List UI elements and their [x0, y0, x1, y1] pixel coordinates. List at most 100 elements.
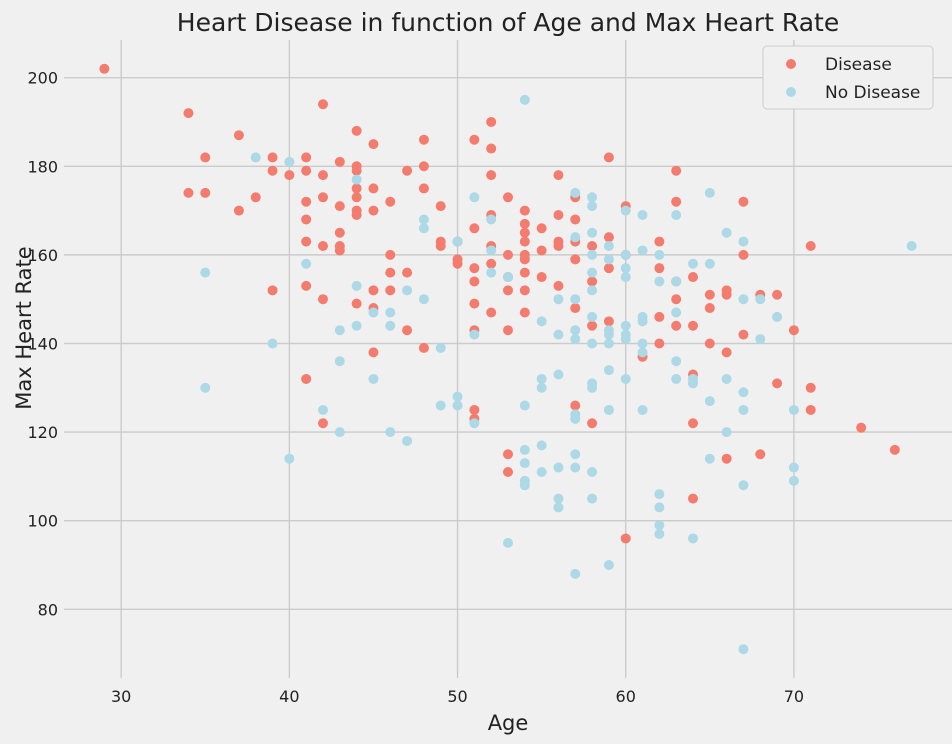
data-point — [553, 329, 564, 340]
data-point — [402, 267, 413, 278]
data-point — [486, 116, 497, 127]
data-point — [788, 475, 799, 486]
data-point — [620, 249, 631, 260]
data-point — [721, 373, 732, 384]
data-point — [418, 223, 429, 234]
data-point — [250, 192, 261, 203]
data-point — [469, 276, 480, 287]
data-point — [318, 418, 328, 429]
data-point — [536, 373, 547, 384]
data-point — [587, 320, 598, 331]
data-point — [553, 369, 564, 380]
y-tick-label: 140 — [27, 334, 58, 353]
data-point — [469, 223, 480, 234]
data-point — [654, 520, 665, 531]
data-point — [435, 400, 446, 411]
data-point — [721, 289, 732, 300]
data-point — [250, 152, 261, 163]
data-point — [519, 94, 530, 105]
data-point — [654, 489, 665, 500]
data-point — [486, 214, 497, 225]
data-point — [637, 338, 648, 349]
data-point — [704, 453, 715, 464]
y-axis-label: Max Heart Rate — [12, 246, 36, 409]
y-tick-label: 200 — [27, 69, 58, 88]
data-point — [570, 303, 581, 314]
data-point — [351, 125, 362, 136]
series-disease — [99, 63, 900, 544]
data-point — [267, 152, 278, 163]
data-point — [418, 294, 429, 305]
data-point — [368, 183, 379, 194]
data-point — [603, 152, 614, 163]
data-point — [603, 263, 614, 274]
data-point — [385, 320, 396, 331]
data-point — [351, 174, 362, 185]
data-point — [318, 241, 328, 252]
data-point — [284, 156, 295, 167]
data-point — [452, 400, 463, 411]
data-point — [334, 245, 345, 256]
data-point — [469, 418, 480, 429]
y-tick-label: 100 — [27, 512, 58, 531]
data-point — [620, 533, 631, 544]
data-point — [788, 462, 799, 473]
data-point — [654, 249, 665, 260]
data-point — [351, 192, 362, 203]
data-point — [587, 311, 598, 322]
data-point — [519, 236, 530, 247]
data-point — [418, 183, 429, 194]
data-point — [553, 241, 564, 252]
data-point — [755, 334, 766, 345]
data-point — [688, 493, 698, 504]
data-point — [503, 466, 513, 477]
data-point — [318, 404, 328, 415]
legend-label: Disease — [825, 55, 892, 75]
data-point — [671, 276, 682, 287]
data-point — [452, 391, 463, 402]
data-point — [486, 258, 497, 269]
data-point — [486, 307, 497, 318]
data-point — [318, 192, 328, 203]
data-point — [805, 382, 816, 393]
data-point — [452, 236, 463, 247]
data-point — [603, 316, 614, 327]
data-point — [469, 329, 480, 340]
grid-lines — [64, 40, 952, 678]
data-point — [200, 187, 211, 198]
data-point — [570, 400, 581, 411]
data-point — [587, 192, 598, 203]
data-point — [334, 227, 345, 238]
data-point — [301, 373, 312, 384]
data-point — [368, 205, 379, 216]
data-point — [805, 241, 816, 252]
series-no-disease — [200, 94, 917, 655]
data-point — [503, 272, 513, 283]
data-point — [671, 320, 682, 331]
data-point — [587, 267, 598, 278]
data-point — [435, 241, 446, 252]
data-point — [570, 413, 581, 424]
y-tick-label: 120 — [27, 423, 58, 442]
data-point — [587, 241, 598, 252]
data-point — [200, 382, 211, 393]
data-point — [553, 210, 564, 221]
data-point — [721, 227, 732, 238]
y-tick-label: 80 — [38, 600, 58, 619]
data-point — [385, 307, 396, 318]
data-point — [671, 373, 682, 384]
data-point — [738, 294, 749, 305]
data-point — [334, 427, 345, 438]
data-point — [519, 400, 530, 411]
data-point — [267, 285, 278, 296]
data-point — [772, 289, 783, 300]
data-point — [536, 316, 547, 327]
data-point — [385, 249, 396, 260]
data-point — [385, 427, 396, 438]
data-point — [351, 298, 362, 309]
data-point — [603, 254, 614, 265]
data-point — [805, 404, 816, 415]
data-point — [654, 263, 665, 274]
data-point — [772, 311, 783, 322]
data-point — [435, 342, 446, 353]
